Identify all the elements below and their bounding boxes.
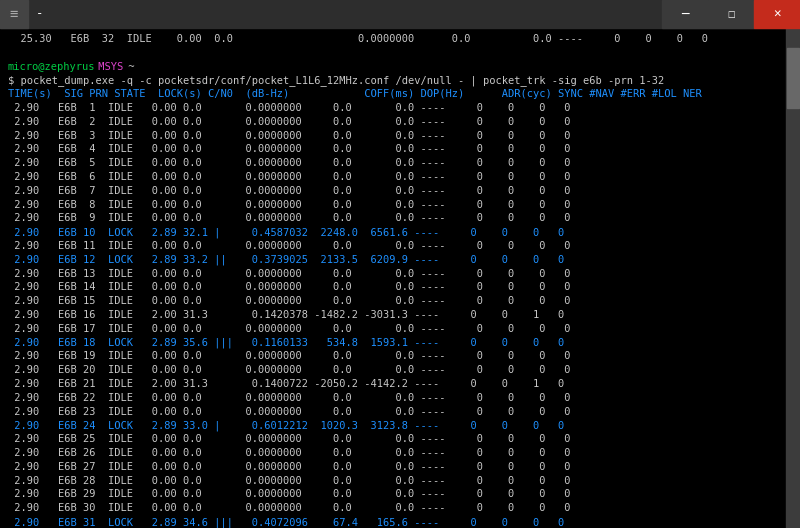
Text: 2.90   E6B 19  IDLE   0.00 0.0       0.0000000     0.0       0.0 ----     0    0: 2.90 E6B 19 IDLE 0.00 0.0 0.0000000 0.0 … xyxy=(8,352,570,361)
Text: 2.90   E6B 21  IDLE   2.00 31.3       0.1400722 -2050.2 -4142.2 ----     0    0 : 2.90 E6B 21 IDLE 2.00 31.3 0.1400722 -20… xyxy=(8,379,564,389)
Text: 2.90   E6B 22  IDLE   0.00 0.0       0.0000000     0.0       0.0 ----     0    0: 2.90 E6B 22 IDLE 0.00 0.0 0.0000000 0.0 … xyxy=(8,393,570,403)
Bar xyxy=(0,0,800,28)
Text: 2.90   E6B 20  IDLE   0.00 0.0       0.0000000     0.0       0.0 ----     0    0: 2.90 E6B 20 IDLE 0.00 0.0 0.0000000 0.0 … xyxy=(8,365,570,375)
Text: 2.90   E6B 12  LOCK   2.89 33.2 ||    0.3739025  2133.5  6209.9 ----     0    0 : 2.90 E6B 12 LOCK 2.89 33.2 || 0.3739025 … xyxy=(8,255,564,265)
Text: 2.90   E6B  5  IDLE   0.00 0.0       0.0000000     0.0       0.0 ----     0    0: 2.90 E6B 5 IDLE 0.00 0.0 0.0000000 0.0 0… xyxy=(8,158,570,168)
Text: ─: ─ xyxy=(682,7,689,21)
Text: 2.90   E6B  7  IDLE   0.00 0.0       0.0000000     0.0       0.0 ----     0    0: 2.90 E6B 7 IDLE 0.00 0.0 0.0000000 0.0 0… xyxy=(8,186,570,196)
Text: ≡: ≡ xyxy=(10,7,18,21)
Text: TIME(s)  SIG PRN STATE  LOCK(s) C/N0  (dB-Hz)            COFF(ms) DOP(Hz)      A: TIME(s) SIG PRN STATE LOCK(s) C/N0 (dB-H… xyxy=(8,89,702,99)
Text: 2.90   E6B  2  IDLE   0.00 0.0       0.0000000     0.0       0.0 ----     0    0: 2.90 E6B 2 IDLE 0.00 0.0 0.0000000 0.0 0… xyxy=(8,117,570,127)
Text: -: - xyxy=(36,7,43,21)
Bar xyxy=(662,0,708,28)
Text: 2.90   E6B 26  IDLE   0.00 0.0       0.0000000     0.0       0.0 ----     0    0: 2.90 E6B 26 IDLE 0.00 0.0 0.0000000 0.0 … xyxy=(8,448,570,458)
Bar xyxy=(787,48,799,108)
Text: 2.90   E6B  8  IDLE   0.00 0.0       0.0000000     0.0       0.0 ----     0    0: 2.90 E6B 8 IDLE 0.00 0.0 0.0000000 0.0 0… xyxy=(8,200,570,210)
Text: 2.90   E6B 13  IDLE   0.00 0.0       0.0000000     0.0       0.0 ----     0    0: 2.90 E6B 13 IDLE 0.00 0.0 0.0000000 0.0 … xyxy=(8,269,570,279)
Text: 2.90   E6B 10  LOCK   2.89 32.1 |     0.4587032  2248.0  6561.6 ----     0    0 : 2.90 E6B 10 LOCK 2.89 32.1 | 0.4587032 2… xyxy=(8,227,564,238)
Text: micro@zephyrus: micro@zephyrus xyxy=(8,62,95,72)
Text: 2.90   E6B 28  IDLE   0.00 0.0       0.0000000     0.0       0.0 ----     0    0: 2.90 E6B 28 IDLE 0.00 0.0 0.0000000 0.0 … xyxy=(8,476,570,486)
Text: 2.90   E6B 24  LOCK   2.89 33.0 |     0.6012212  1020.3  3123.8 ----     0    0 : 2.90 E6B 24 LOCK 2.89 33.0 | 0.6012212 1… xyxy=(8,420,564,431)
Text: 2.90   E6B 29  IDLE   0.00 0.0       0.0000000     0.0       0.0 ----     0    0: 2.90 E6B 29 IDLE 0.00 0.0 0.0000000 0.0 … xyxy=(8,489,570,499)
Text: 2.90   E6B 31  LOCK   2.89 34.6 |||   0.4072096    67.4   165.6 ----     0    0 : 2.90 E6B 31 LOCK 2.89 34.6 ||| 0.4072096… xyxy=(8,517,564,527)
Text: 2.90   E6B  4  IDLE   0.00 0.0       0.0000000     0.0       0.0 ----     0    0: 2.90 E6B 4 IDLE 0.00 0.0 0.0000000 0.0 0… xyxy=(8,144,570,154)
Text: 2.90   E6B 30  IDLE   0.00 0.0       0.0000000     0.0       0.0 ----     0    0: 2.90 E6B 30 IDLE 0.00 0.0 0.0000000 0.0 … xyxy=(8,503,570,513)
Text: 2.90   E6B  6  IDLE   0.00 0.0       0.0000000     0.0       0.0 ----     0    0: 2.90 E6B 6 IDLE 0.00 0.0 0.0000000 0.0 0… xyxy=(8,172,570,182)
Text: $ pocket_dump.exe -q -c pocketsdr/conf/pocket_L1L6_12MHz.conf /dev/null - | pock: $ pocket_dump.exe -q -c pocketsdr/conf/p… xyxy=(8,76,664,86)
Text: ~: ~ xyxy=(122,62,134,72)
Text: 25.30   E6B  32  IDLE    0.00  0.0                    0.0000000      0.0        : 25.30 E6B 32 IDLE 0.00 0.0 0.0000000 0.0 xyxy=(8,34,708,44)
Text: ☐: ☐ xyxy=(727,7,734,21)
Text: 2.90   E6B  1  IDLE   0.00 0.0       0.0000000     0.0       0.0 ----     0    0: 2.90 E6B 1 IDLE 0.00 0.0 0.0000000 0.0 0… xyxy=(8,103,570,113)
Text: 2.90   E6B 17  IDLE   0.00 0.0       0.0000000     0.0       0.0 ----     0    0: 2.90 E6B 17 IDLE 0.00 0.0 0.0000000 0.0 … xyxy=(8,324,570,334)
Text: 2.90   E6B 18  LOCK   2.89 35.6 |||   0.1160133   534.8  1593.1 ----     0    0 : 2.90 E6B 18 LOCK 2.89 35.6 ||| 0.1160133… xyxy=(8,337,564,348)
Text: 2.90   E6B  9  IDLE   0.00 0.0       0.0000000     0.0       0.0 ----     0    0: 2.90 E6B 9 IDLE 0.00 0.0 0.0000000 0.0 0… xyxy=(8,213,570,223)
Bar xyxy=(786,28,800,528)
Text: 2.90   E6B 23  IDLE   0.00 0.0       0.0000000     0.0       0.0 ----     0    0: 2.90 E6B 23 IDLE 0.00 0.0 0.0000000 0.0 … xyxy=(8,407,570,417)
Text: 2.90   E6B 14  IDLE   0.00 0.0       0.0000000     0.0       0.0 ----     0    0: 2.90 E6B 14 IDLE 0.00 0.0 0.0000000 0.0 … xyxy=(8,282,570,293)
Bar xyxy=(0,0,28,28)
Text: 2.90   E6B 15  IDLE   0.00 0.0       0.0000000     0.0       0.0 ----     0    0: 2.90 E6B 15 IDLE 0.00 0.0 0.0000000 0.0 … xyxy=(8,296,570,306)
Bar xyxy=(708,0,754,28)
Text: 2.90   E6B 11  IDLE   0.00 0.0       0.0000000     0.0       0.0 ----     0    0: 2.90 E6B 11 IDLE 0.00 0.0 0.0000000 0.0 … xyxy=(8,241,570,251)
Text: 2.90   E6B 27  IDLE   0.00 0.0       0.0000000     0.0       0.0 ----     0    0: 2.90 E6B 27 IDLE 0.00 0.0 0.0000000 0.0 … xyxy=(8,462,570,472)
Text: ✕: ✕ xyxy=(774,7,781,21)
Text: MSYS: MSYS xyxy=(92,62,123,72)
Text: 2.90   E6B 25  IDLE   0.00 0.0       0.0000000     0.0       0.0 ----     0    0: 2.90 E6B 25 IDLE 0.00 0.0 0.0000000 0.0 … xyxy=(8,434,570,444)
Text: 2.90   E6B 16  IDLE   2.00 31.3       0.1420378 -1482.2 -3031.3 ----     0    0 : 2.90 E6B 16 IDLE 2.00 31.3 0.1420378 -14… xyxy=(8,310,564,320)
Text: 2.90   E6B  3  IDLE   0.00 0.0       0.0000000     0.0       0.0 ----     0    0: 2.90 E6B 3 IDLE 0.00 0.0 0.0000000 0.0 0… xyxy=(8,130,570,140)
Bar xyxy=(754,0,800,28)
